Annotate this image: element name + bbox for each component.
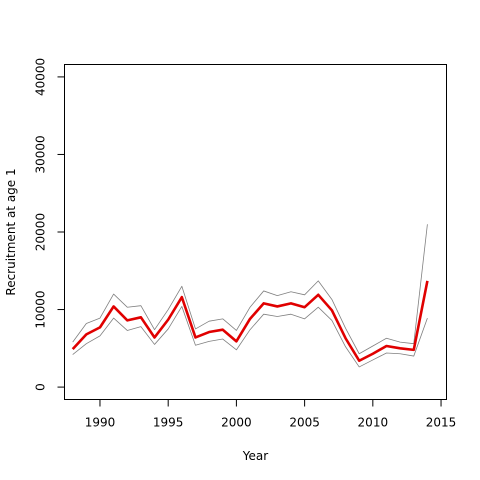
series-line-lower-bound: [72, 306, 428, 368]
y-tick-label: 20000: [34, 213, 48, 251]
series-line-estimate: [71, 280, 429, 363]
y-tick-label: 30000: [34, 135, 48, 173]
x-tick-label: 2000: [221, 416, 252, 430]
x-axis: 1990 1995 2000 2005 2010 2015: [85, 399, 457, 430]
series-line-upper-bound: [72, 224, 428, 355]
x-tick-label: 2010: [358, 416, 389, 430]
y-axis: 0 10000 20000 30000 40000: [34, 58, 65, 391]
series-layer: [71, 224, 429, 368]
x-tick-label: 2005: [289, 416, 320, 430]
y-tick-label: 40000: [34, 58, 48, 96]
y-axis-label: Recruitment at age 1: [4, 168, 18, 295]
x-tick-label: 2015: [426, 416, 457, 430]
x-tick-label: 1990: [85, 416, 116, 430]
x-tick-label: 1995: [153, 416, 184, 430]
y-tick-label: 0: [34, 383, 48, 391]
y-tick-label: 10000: [34, 290, 48, 328]
x-axis-label: Year: [242, 449, 268, 463]
